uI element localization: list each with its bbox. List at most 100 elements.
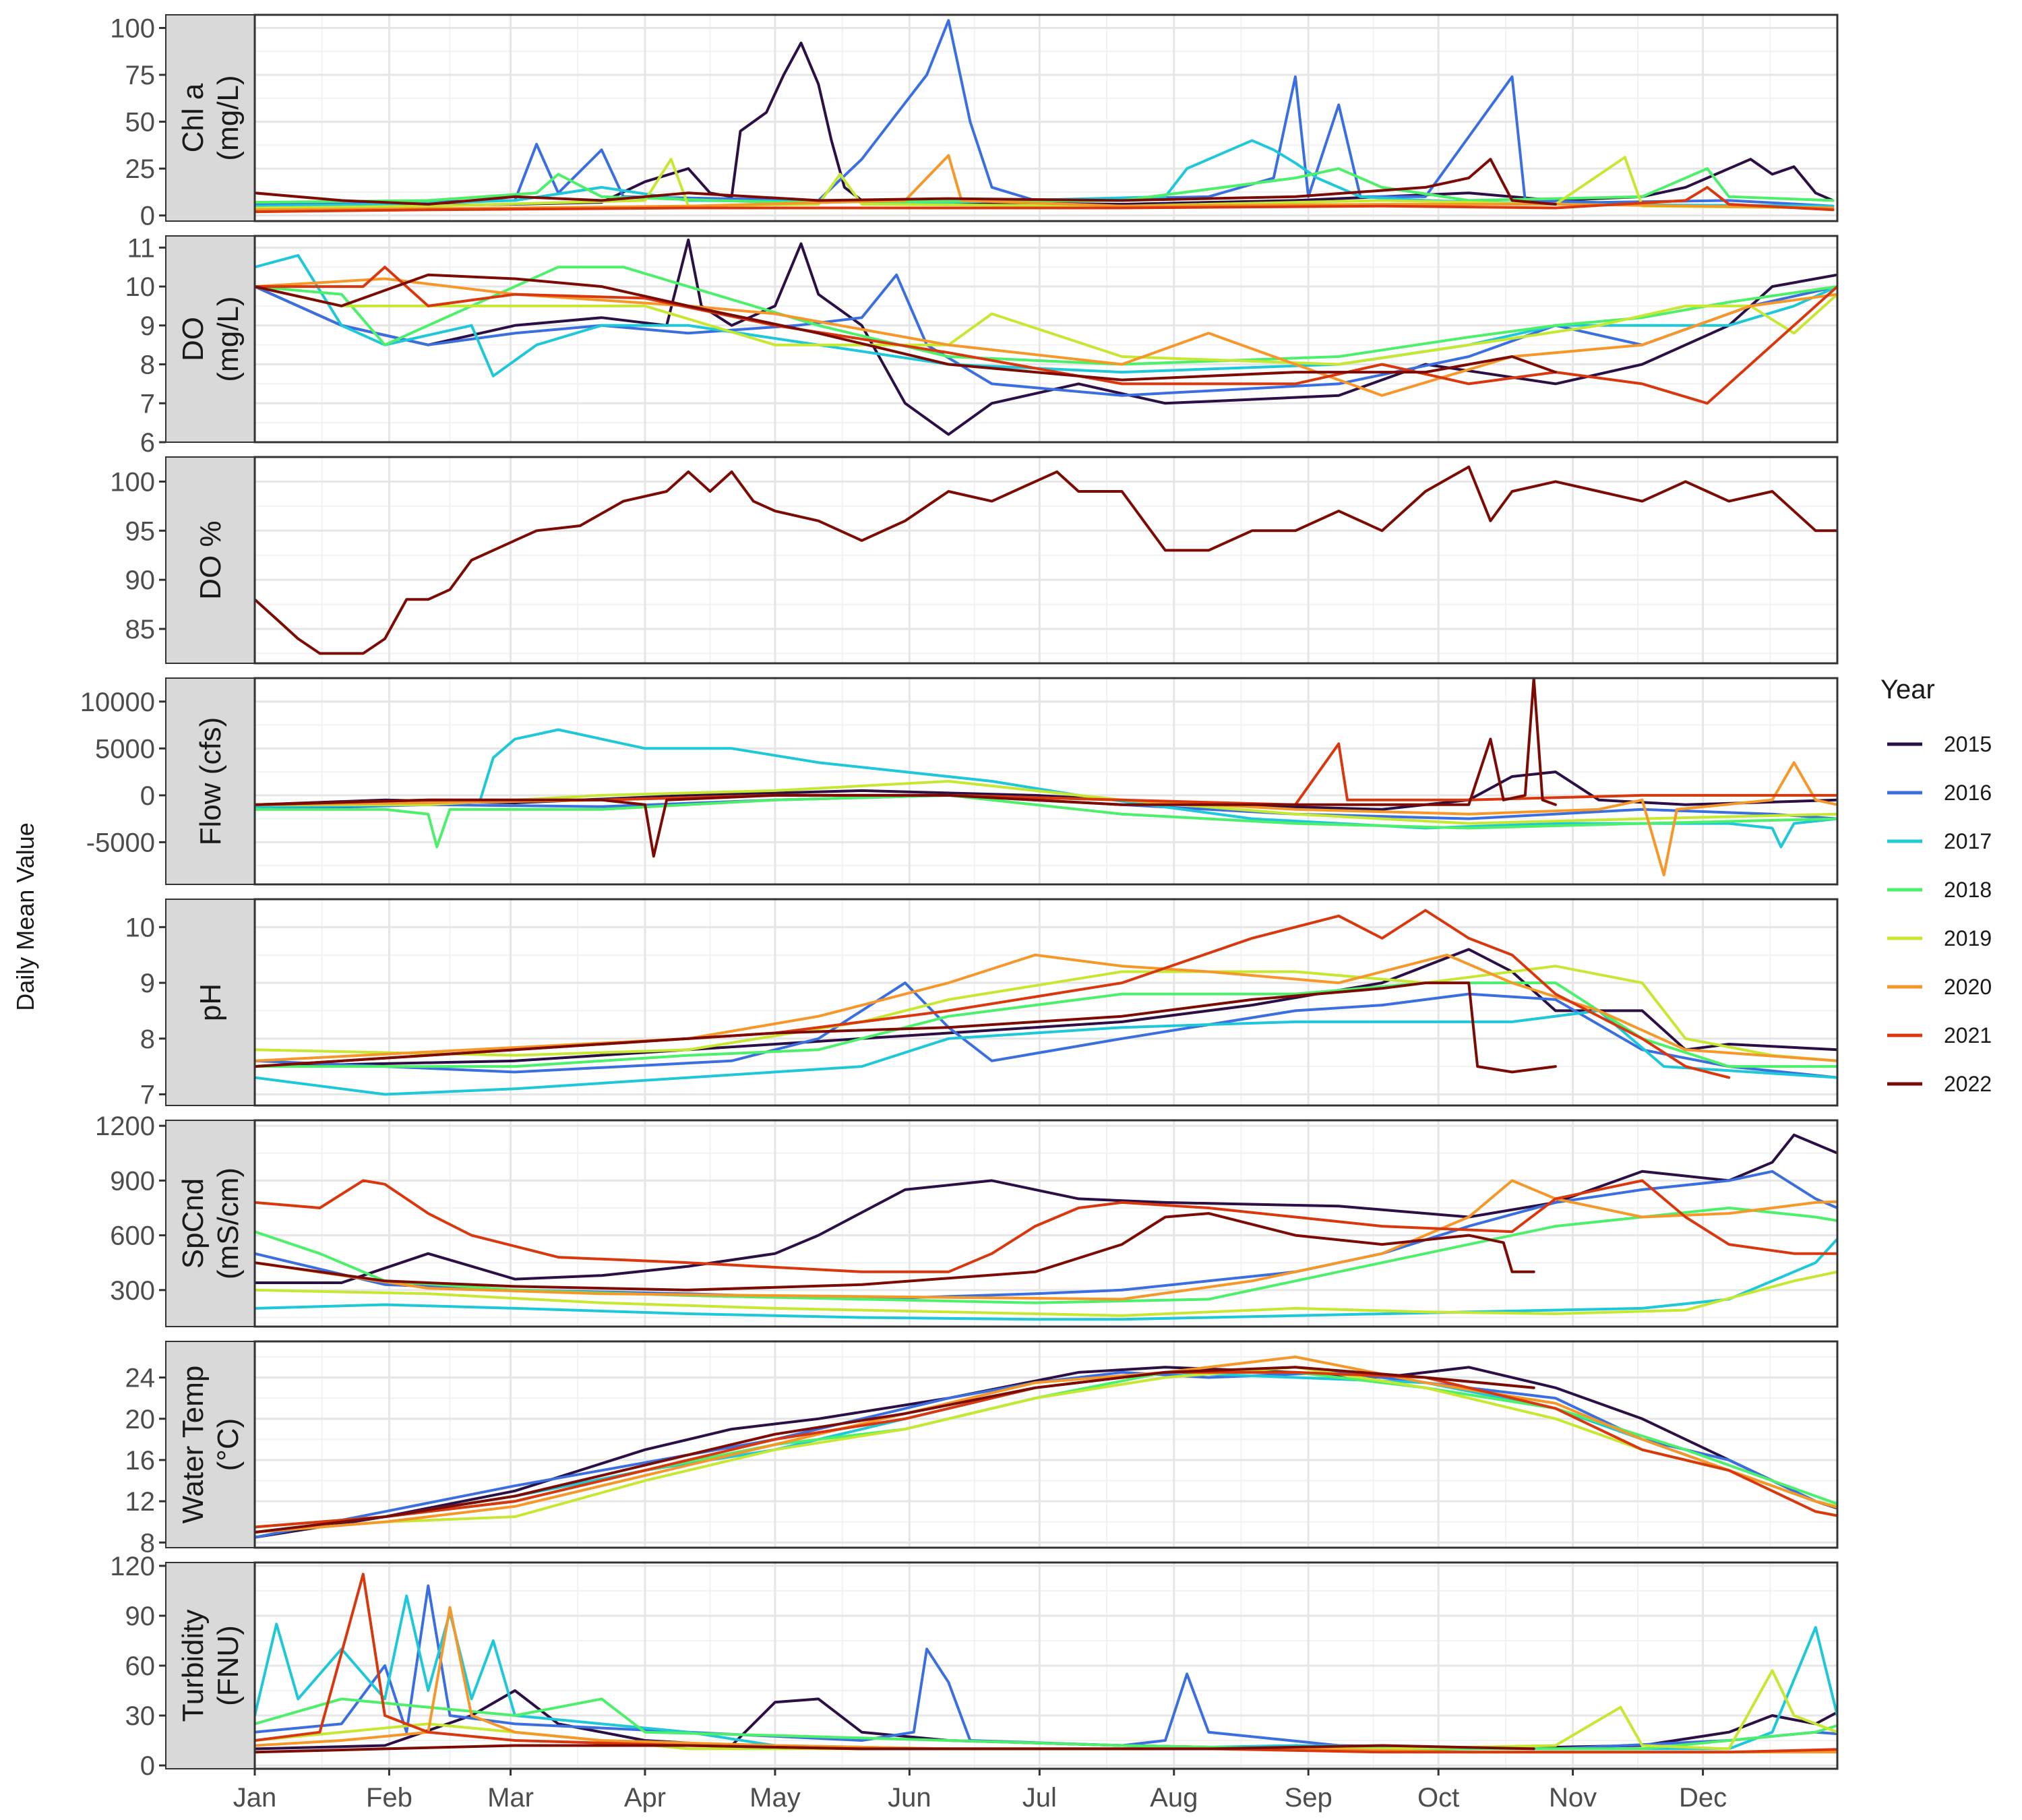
series-line-2022 [255, 1366, 1535, 1534]
series-line-2015 [255, 238, 1837, 436]
series-line-2019 [255, 1270, 1837, 1317]
y-tick-label: 12 [125, 1487, 156, 1517]
y-tick-label: 75 [125, 61, 156, 90]
y-tick-label: 120 [110, 1552, 155, 1581]
series-group [255, 19, 1835, 214]
panel-strip-label: (mg/L) [212, 296, 245, 382]
panel-strip-label: Turbidity [177, 1609, 210, 1722]
panel-background [255, 15, 1837, 221]
series-group [255, 238, 1837, 436]
y-tick-label: 50 [125, 108, 156, 138]
y-tick-label: 10000 [80, 688, 155, 717]
panel-background [255, 1120, 1837, 1327]
series-line-2019 [255, 965, 1837, 1062]
panel-strip-label: (FNU) [212, 1625, 245, 1706]
x-tick-label: Dec [1679, 1783, 1727, 1813]
panel-background [255, 899, 1837, 1105]
series-line-2022 [255, 678, 1557, 858]
x-tick-label: Aug [1150, 1783, 1198, 1813]
y-tick-label: 24 [125, 1364, 156, 1393]
y-tick-label: 85 [125, 615, 156, 644]
series-line-2020 [255, 154, 1835, 212]
x-axis: Jan Feb Mar Apr May Jun Jul Aug Sep Oct Nov Dec [233, 1769, 1727, 1813]
x-tick-label: Feb [366, 1783, 412, 1813]
panel-border [253, 13, 1839, 222]
panel-strip-label: Water Temp [177, 1366, 210, 1524]
panel-7: 8 12 16 20 24 Water Temp (°C) [125, 1340, 1839, 1558]
panel-background [255, 457, 1837, 663]
series-line-2017 [255, 728, 1837, 849]
y-tick-label: 10 [125, 272, 156, 302]
series-line-2016 [255, 1370, 1837, 1539]
series-group [255, 1356, 1837, 1539]
y-tick-label: 600 [110, 1221, 155, 1251]
panel-1: 0 25 50 75 100 Chl a (mg/L) [110, 13, 1839, 231]
y-tick-label: 5000 [95, 734, 155, 764]
x-tick-label: Apr [624, 1783, 666, 1813]
y-axis-title: Daily Mean Value [11, 822, 39, 1010]
panel-strip-label: DO % [194, 520, 227, 599]
series-line-2018 [255, 1697, 1837, 1751]
y-tick-label: 10 [125, 913, 156, 942]
legend: Year 2015 2016 2017 2018 2019 2020 2021 2022 [1880, 675, 1992, 1096]
y-tick-label: 100 [110, 13, 155, 43]
panel-strip-label: DO [177, 317, 210, 361]
legend-title: Year [1880, 675, 1935, 704]
legend-label-2015: 2015 [1944, 732, 1992, 756]
y-tick-label: 300 [110, 1276, 155, 1306]
panel-strip [165, 1120, 255, 1327]
y-tick-label: 95 [125, 516, 156, 546]
series-line-2022 [255, 1744, 1535, 1754]
legend-label-2018: 2018 [1944, 878, 1992, 902]
series-group [255, 1573, 1837, 1754]
panel-strip [165, 456, 255, 664]
series-line-2015 [255, 1689, 1837, 1751]
series-line-2021 [255, 1179, 1837, 1273]
series-line-2015 [255, 1133, 1837, 1284]
y-tick-label: 25 [125, 154, 156, 184]
x-tick-label: Sep [1285, 1783, 1332, 1813]
panel-5: 7 8 9 10 pH [125, 898, 1839, 1110]
y-tick-label: 0 [140, 1751, 155, 1781]
y-tick-label: 6 [140, 428, 155, 458]
x-tick-label: Nov [1549, 1783, 1597, 1813]
series-line-2021 [255, 185, 1835, 214]
y-tick-label: 20 [125, 1405, 156, 1434]
panel-strip [165, 14, 255, 222]
y-tick-label: 0 [140, 202, 155, 231]
x-tick-label: Oct [1417, 1783, 1459, 1813]
panel-strip [165, 899, 255, 1106]
legend-label-2016: 2016 [1944, 781, 1992, 805]
x-tick-label: Jan [233, 1783, 277, 1813]
panel-2: 6 7 8 9 10 11 DO (mg/L) [125, 233, 1839, 458]
panel-border [253, 1119, 1839, 1328]
panel-strip-label: Flow (cfs) [194, 717, 227, 846]
series-line-2022 [255, 158, 1557, 206]
series-line-2019 [255, 285, 1837, 366]
series-line-2018 [255, 167, 1835, 204]
legend-label-2021: 2021 [1944, 1023, 1992, 1048]
series-line-2019 [255, 156, 1835, 210]
y-tick-label: 900 [110, 1166, 155, 1196]
y-tick-label: 60 [125, 1651, 156, 1681]
y-tick-label: 1200 [95, 1112, 155, 1141]
y-tick-label: 8 [140, 351, 155, 380]
panel-6: 300 600 900 1200 SpCnd (mS/cm) [95, 1112, 1839, 1328]
panel-strip [165, 1341, 255, 1548]
y-tick-label: 100 [110, 467, 155, 497]
series-line-2018 [255, 266, 1837, 366]
series-group [255, 909, 1837, 1096]
series-group [255, 678, 1837, 877]
legend-label-2020: 2020 [1944, 975, 1992, 999]
series-line-2017 [255, 1237, 1837, 1321]
legend-label-2017: 2017 [1944, 829, 1992, 853]
panel-strip-label: (°C) [212, 1418, 245, 1472]
series-line-2020 [255, 1179, 1837, 1301]
y-tick-label: 7 [140, 389, 155, 419]
panel-strip-label: Chl a [177, 83, 210, 152]
y-tick-label: -5000 [86, 828, 155, 857]
series-line-2022 [255, 273, 1557, 382]
series-line-2016 [255, 981, 1837, 1079]
